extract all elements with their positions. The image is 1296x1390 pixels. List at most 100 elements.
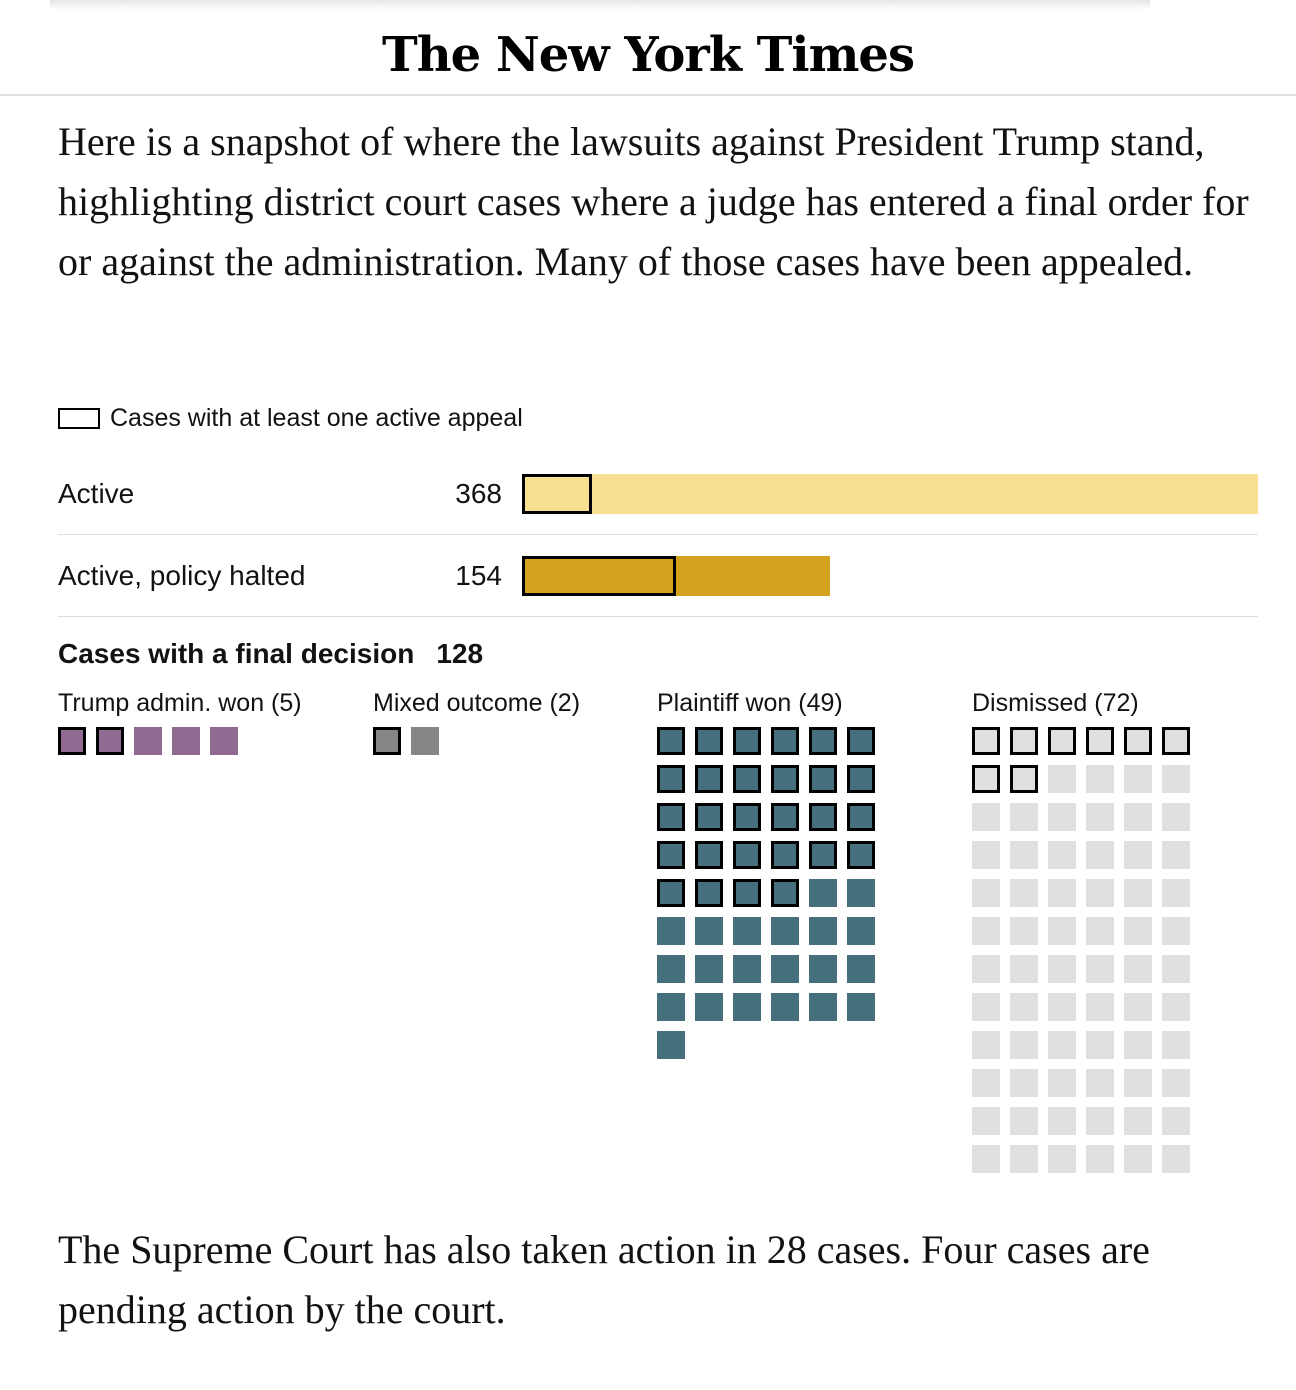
waffle-cell xyxy=(695,993,723,1021)
bar-value-active: 368 xyxy=(455,478,502,509)
waffle-cell xyxy=(847,727,875,755)
masthead-logo[interactable]: The New York Times xyxy=(382,27,915,83)
waffle-cell xyxy=(1010,803,1038,831)
waffle-cell xyxy=(1162,917,1190,945)
waffle-cell xyxy=(1048,841,1076,869)
waffle-cell xyxy=(733,841,761,869)
waffle-cell xyxy=(1048,765,1076,793)
waffle-cell xyxy=(972,993,1000,1021)
waffle-cell xyxy=(1086,1069,1114,1097)
bar-fill-0 xyxy=(522,474,1258,514)
waffle-cell xyxy=(972,765,1000,793)
waffle-cell xyxy=(657,841,685,869)
waffle-cell xyxy=(847,917,875,945)
waffle-cell xyxy=(972,1107,1000,1135)
waffle-cell xyxy=(847,803,875,831)
waffle-cell xyxy=(1010,727,1038,755)
waffle-cell xyxy=(1086,803,1114,831)
outro-paragraph: The Supreme Court has also taken action … xyxy=(58,1227,1150,1332)
waffle-cell xyxy=(695,803,723,831)
final-decision-total: 128 xyxy=(436,638,484,669)
intro-paragraph: Here is a snapshot of where the lawsuits… xyxy=(58,119,1249,284)
waffle-plaintiff-won xyxy=(657,727,875,1059)
waffle-cell xyxy=(972,841,1000,869)
waffle-cell xyxy=(972,727,1000,755)
legend-outline-swatch xyxy=(58,407,100,429)
waffle-cell xyxy=(1162,955,1190,983)
waffle-cell xyxy=(1048,993,1076,1021)
waffle-cell xyxy=(1162,727,1190,755)
waffle-cell xyxy=(1048,917,1076,945)
waffle-cell xyxy=(771,993,799,1021)
waffle-cell xyxy=(1086,993,1114,1021)
waffle-cell xyxy=(1124,765,1152,793)
waffle-cell xyxy=(1086,765,1114,793)
waffle-cell xyxy=(809,765,837,793)
bar-label-active: Active xyxy=(58,478,135,509)
waffle-cell xyxy=(1086,1107,1114,1135)
bar-appeal-outline-1 xyxy=(522,556,676,596)
waffle-cell xyxy=(1086,1031,1114,1059)
waffle-cell xyxy=(1162,803,1190,831)
waffle-cell xyxy=(1124,917,1152,945)
waffle-cell xyxy=(1048,879,1076,907)
waffle-cell xyxy=(972,1069,1000,1097)
waffle-cell xyxy=(1124,993,1152,1021)
waffle-cell xyxy=(1162,1031,1190,1059)
waffle-cell xyxy=(695,841,723,869)
waffle-cell xyxy=(1162,993,1190,1021)
waffle-cell xyxy=(1010,1069,1038,1097)
waffle-cell xyxy=(972,879,1000,907)
waffle-cell xyxy=(657,917,685,945)
waffle-cell xyxy=(733,765,761,793)
waffle-cell xyxy=(1124,1145,1152,1173)
waffle-cell xyxy=(771,727,799,755)
waffle-cell xyxy=(96,727,124,755)
group-title-trump-won: Trump admin. won (5) xyxy=(58,689,302,717)
waffle-cell xyxy=(1048,1069,1076,1097)
waffle-cell xyxy=(847,993,875,1021)
waffle-cell xyxy=(657,803,685,831)
bar-appeal-outline-0 xyxy=(522,474,592,514)
waffle-cell xyxy=(771,917,799,945)
waffle-cell xyxy=(657,765,685,793)
waffle-cell xyxy=(972,803,1000,831)
waffle-cell xyxy=(1124,803,1152,831)
waffle-cell xyxy=(657,993,685,1021)
waffle-cell xyxy=(1010,765,1038,793)
waffle-cell xyxy=(172,727,200,755)
waffle-cell xyxy=(771,841,799,869)
waffle-cell xyxy=(657,955,685,983)
waffle-cell xyxy=(809,727,837,755)
waffle-cell xyxy=(733,955,761,983)
waffle-cell xyxy=(733,803,761,831)
waffle-dismissed xyxy=(972,727,1190,1173)
waffle-cell xyxy=(134,727,162,755)
waffle-cell xyxy=(809,841,837,869)
waffle-cell xyxy=(771,955,799,983)
waffle-cell xyxy=(1086,879,1114,907)
waffle-cell xyxy=(1010,955,1038,983)
waffle-cell xyxy=(809,993,837,1021)
waffle-cell xyxy=(972,955,1000,983)
waffle-cell xyxy=(373,727,401,755)
group-title-mixed: Mixed outcome (2) xyxy=(373,689,581,717)
waffle-cell xyxy=(1010,1145,1038,1173)
group-title-plaintiff-won: Plaintiff won (49) xyxy=(657,689,843,717)
bar-label-policy-halted: Active, policy halted xyxy=(58,560,306,591)
chart-legend: Cases with at least one active appeal xyxy=(58,400,523,436)
waffle-cell xyxy=(972,917,1000,945)
waffle-cell xyxy=(771,765,799,793)
final-decision-title: Cases with a final decision xyxy=(58,638,415,669)
waffle-cell xyxy=(1162,1107,1190,1135)
waffle-cell xyxy=(733,993,761,1021)
waffle-cell xyxy=(771,879,799,907)
waffle-cell xyxy=(1086,1145,1114,1173)
waffle-cell xyxy=(847,765,875,793)
waffle-cell xyxy=(847,879,875,907)
waffle-cell xyxy=(58,727,86,755)
waffle-cell xyxy=(695,955,723,983)
waffle-cell xyxy=(1010,1031,1038,1059)
waffle-cell xyxy=(847,955,875,983)
waffle-cell xyxy=(771,803,799,831)
